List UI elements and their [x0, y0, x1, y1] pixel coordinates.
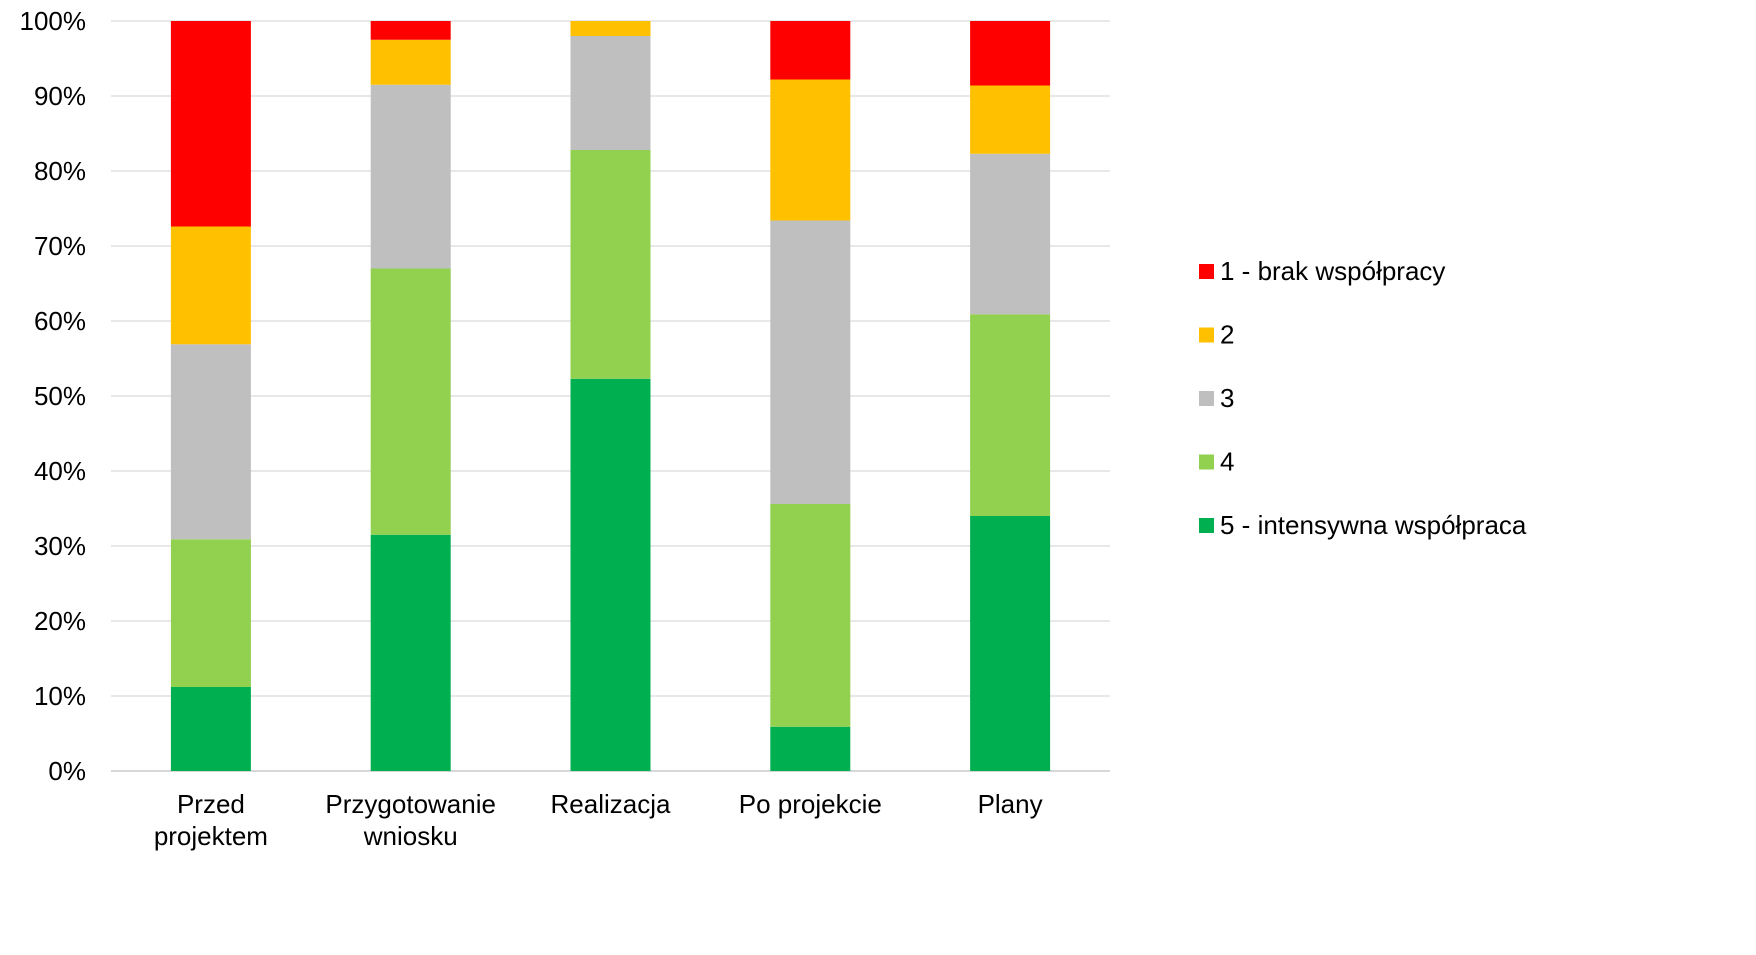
bar-segment: [970, 314, 1051, 516]
x-category-label: Przed projektem: [154, 789, 268, 851]
x-category-label: Realizacja: [551, 789, 671, 819]
bar-segment: [170, 539, 251, 687]
bar-segment: [770, 504, 851, 727]
y-tick-label: 70%: [34, 231, 86, 261]
bar-segment: [970, 85, 1051, 154]
legend-swatch: [1199, 327, 1214, 343]
x-category-label: Przygotowanie wniosku: [325, 789, 496, 851]
bar-segment: [170, 21, 251, 227]
bars: [170, 21, 1051, 771]
y-tick-label: 0%: [48, 756, 86, 786]
y-tick-label: 50%: [34, 381, 86, 411]
x-category-label: Plany: [978, 789, 1043, 819]
bar-segment: [170, 226, 251, 345]
bar-segment: [570, 150, 651, 379]
bar-segment: [770, 79, 851, 221]
bar-segment: [170, 687, 251, 771]
bar-segment: [370, 84, 451, 269]
legend-label: 4: [1220, 447, 1234, 477]
bar-segment: [970, 516, 1051, 771]
bar-segment: [570, 21, 651, 36]
legend-swatch: [1199, 454, 1214, 470]
x-axis: Przed projektem Przygotowanie wniosku Realiz…: [154, 789, 1043, 851]
legend-label: 2: [1220, 320, 1234, 350]
legend-swatch: [1199, 518, 1214, 533]
bar-segment: [370, 21, 451, 40]
legend: 1 - brak współpracy 2 3 4 5 - intensywna wsp…: [1199, 256, 1527, 540]
bar-segment: [370, 534, 451, 771]
y-tick-label: 40%: [34, 456, 86, 486]
legend-label: 1 - brak współpracy: [1220, 256, 1445, 286]
y-tick-label: 10%: [34, 681, 86, 711]
y-tick-label: 20%: [34, 606, 86, 636]
bar-segment: [370, 39, 451, 85]
bar-segment: [770, 726, 851, 771]
legend-label: 3: [1220, 383, 1234, 413]
bar-segment: [970, 21, 1051, 86]
y-tick-label: 80%: [34, 156, 86, 186]
y-tick-label: 60%: [34, 306, 86, 336]
bar-segment: [570, 378, 651, 771]
bar-segment: [770, 220, 851, 504]
bar-segment: [170, 344, 251, 540]
bar-segment: [970, 153, 1051, 315]
y-tick-label: 100%: [20, 6, 87, 36]
bar-segment: [770, 21, 851, 80]
y-tick-label: 90%: [34, 81, 86, 111]
bar-segment: [370, 268, 451, 535]
legend-swatch: [1199, 264, 1214, 279]
x-category-label: Po projekcie: [739, 789, 882, 819]
y-axis: 0% 10% 20% 30% 40% 50% 60% 70% 80% 90% 100%: [20, 6, 87, 786]
bar-segment: [570, 36, 651, 150]
y-tick-label: 30%: [34, 531, 86, 561]
legend-label: 5 - intensywna współpraca: [1220, 510, 1527, 540]
legend-swatch: [1199, 391, 1214, 406]
